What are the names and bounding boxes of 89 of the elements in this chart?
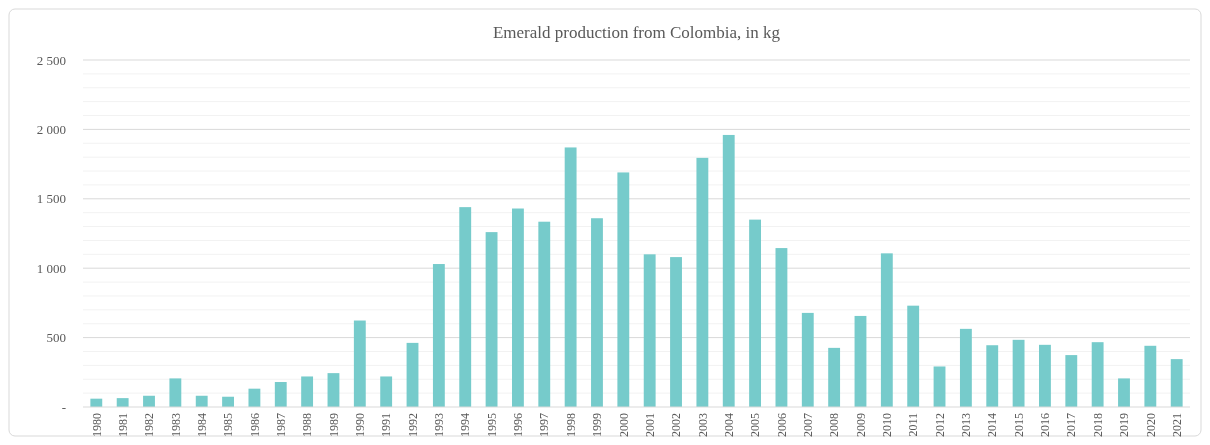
- x-tick-label: 1995: [484, 413, 499, 437]
- x-tick-label: 1992: [405, 413, 420, 437]
- bar: [116, 398, 129, 407]
- bar: [1170, 359, 1183, 407]
- x-tick-label: 1988: [300, 413, 315, 437]
- bar: [459, 207, 472, 407]
- x-tick-label: 2015: [1011, 413, 1026, 437]
- bar: [353, 320, 366, 407]
- x-tick-label: 1991: [379, 413, 394, 437]
- x-tick-label: 2006: [774, 413, 789, 437]
- x-tick-label: 2017: [1064, 413, 1079, 437]
- y-tick-label: 500: [46, 330, 66, 346]
- bar: [195, 395, 208, 407]
- bar: [617, 172, 630, 407]
- bar: [564, 147, 577, 407]
- x-tick-label: 1996: [511, 413, 526, 437]
- bar: [1118, 378, 1130, 407]
- bar: [432, 264, 445, 407]
- x-tick-label: 1998: [563, 413, 578, 437]
- bar: [670, 257, 682, 407]
- x-tick-label: 2007: [800, 413, 815, 437]
- chart-title: Emerald production from Colombia, in kg: [492, 23, 781, 42]
- x-tick-label: 1984: [194, 413, 209, 437]
- bar: [274, 382, 287, 407]
- x-tick-label: 2009: [853, 413, 868, 437]
- bar: [643, 254, 656, 407]
- x-tick-label: 1997: [537, 413, 552, 437]
- x-tick-label: 1990: [353, 413, 368, 437]
- x-tick-label: 2021: [1169, 413, 1184, 437]
- bar: [1065, 355, 1078, 407]
- x-tick-label: 2004: [721, 413, 736, 437]
- bar: [591, 218, 603, 407]
- x-tick-label: 1986: [247, 413, 262, 437]
- x-tick-label: 1982: [142, 413, 157, 437]
- x-tick-label: 2014: [985, 413, 1000, 437]
- bar: [485, 232, 498, 407]
- x-tick-label: 1999: [590, 413, 605, 437]
- bar: [538, 221, 551, 407]
- y-tick-label: 2 500: [36, 52, 66, 68]
- x-tick-label: 2008: [827, 413, 842, 437]
- bar: [854, 315, 867, 407]
- bar: [959, 328, 972, 407]
- bar: [1144, 345, 1157, 407]
- x-tick-label: 1994: [458, 413, 473, 437]
- bar: [143, 395, 155, 407]
- x-tick-label: 1981: [115, 413, 130, 437]
- y-tick-label: -: [61, 399, 66, 415]
- x-tick-label: 1985: [221, 413, 236, 437]
- x-tick-label: 2002: [669, 413, 684, 437]
- bar: [406, 342, 419, 407]
- x-tick-label: 2003: [695, 413, 710, 437]
- bar: [986, 345, 999, 407]
- x-tick-label: 1989: [326, 413, 341, 437]
- x-tick-label: 2011: [906, 413, 921, 437]
- bar: [327, 373, 340, 407]
- bar: [1012, 339, 1025, 407]
- y-tick-label: 2 000: [36, 121, 66, 137]
- bar: [248, 388, 261, 407]
- bar: [301, 376, 314, 407]
- y-tick-label: 1 000: [36, 260, 66, 276]
- bar: [907, 305, 920, 407]
- x-tick-label: 2005: [748, 413, 763, 437]
- bar: [933, 366, 946, 407]
- x-tick-label: 2013: [959, 413, 974, 437]
- x-tick-label: 2010: [880, 413, 895, 437]
- x-tick-label: 2018: [1090, 413, 1105, 437]
- bar: [511, 208, 524, 407]
- bar: [828, 347, 841, 407]
- bar: [169, 378, 182, 407]
- x-tick-label: 2012: [932, 413, 947, 437]
- x-tick-label: 1993: [432, 413, 447, 437]
- bar: [380, 376, 393, 407]
- bar: [1039, 344, 1051, 407]
- bar: [1091, 342, 1104, 407]
- bar: [801, 312, 814, 407]
- x-tick-label: 2000: [616, 413, 631, 437]
- bar: [880, 253, 893, 407]
- x-tick-label: 1983: [168, 413, 183, 437]
- x-tick-label: 2016: [1038, 413, 1053, 437]
- x-tick-label: 2001: [642, 413, 657, 437]
- x-tick-label: 2019: [1117, 413, 1132, 437]
- y-tick-label: 1 500: [36, 191, 66, 207]
- x-tick-label: 1980: [89, 413, 104, 437]
- bar: [722, 134, 735, 407]
- bar: [696, 157, 709, 407]
- bar: [749, 219, 762, 407]
- x-tick-label: 2020: [1143, 413, 1158, 437]
- bar: [775, 248, 788, 407]
- x-tick-label: 1987: [273, 413, 288, 437]
